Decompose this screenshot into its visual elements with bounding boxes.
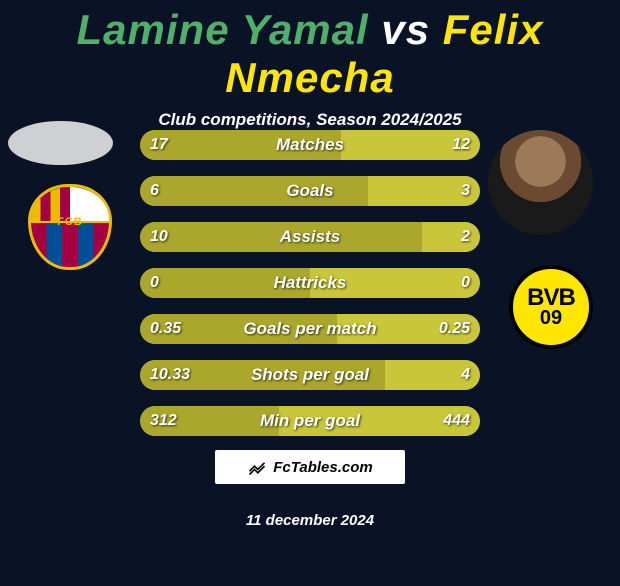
- stat-label: Assists: [140, 222, 480, 252]
- stat-label: Shots per goal: [140, 360, 480, 390]
- player1-avatar: [8, 121, 113, 165]
- stat-row: 312444Min per goal: [140, 406, 480, 436]
- stat-row: 63Goals: [140, 176, 480, 206]
- stat-row: 00Hattricks: [140, 268, 480, 298]
- stat-label: Hattricks: [140, 268, 480, 298]
- chart-icon: [247, 457, 267, 477]
- stat-label: Matches: [140, 130, 480, 160]
- player2-club-crest: BVB09: [509, 265, 593, 349]
- player1-club-crest: [28, 184, 112, 270]
- player1-name: Lamine Yamal: [77, 6, 369, 53]
- comparison-title: Lamine Yamal vs Felix Nmecha: [0, 6, 620, 102]
- stat-label: Min per goal: [140, 406, 480, 436]
- branding-badge: FcTables.com: [215, 450, 405, 484]
- stat-label: Goals per match: [140, 314, 480, 344]
- stat-row: 0.350.25Goals per match: [140, 314, 480, 344]
- borussia-dortmund-icon: BVB09: [509, 265, 593, 349]
- stat-label: Goals: [140, 176, 480, 206]
- vs-separator: vs: [381, 6, 430, 53]
- stat-row: 102Assists: [140, 222, 480, 252]
- stat-row: 10.334Shots per goal: [140, 360, 480, 390]
- stats-chart: 1712Matches 63Goals 102Assists 00Hattricks 0…: [140, 130, 480, 452]
- date: 11 december 2024: [0, 512, 620, 529]
- stat-row: 1712Matches: [140, 130, 480, 160]
- player2-avatar: [488, 130, 593, 235]
- branding-text: FcTables.com: [273, 459, 372, 476]
- fc-barcelona-icon: [28, 184, 112, 270]
